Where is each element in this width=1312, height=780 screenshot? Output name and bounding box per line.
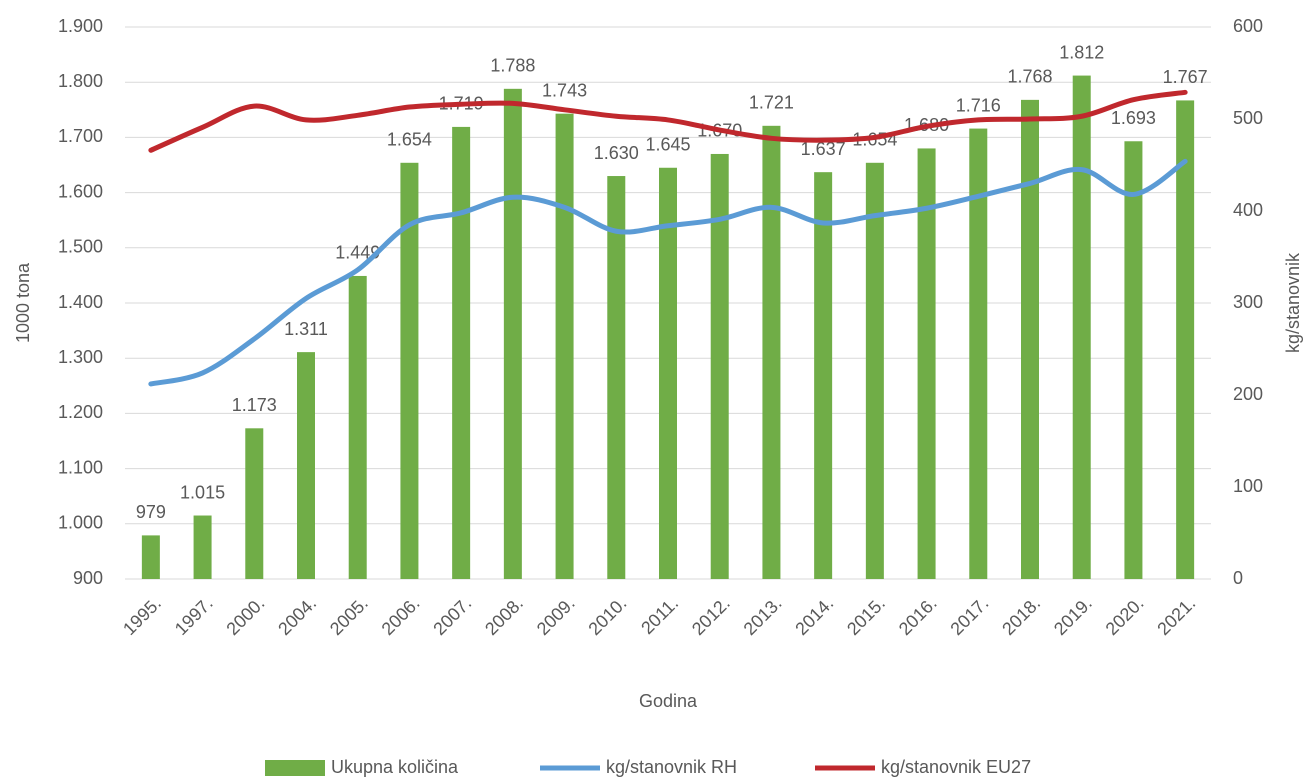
- y-tick-label: 1.200: [58, 402, 103, 422]
- y2-tick-label: 300: [1233, 292, 1263, 312]
- x-tick-label: 2017.: [946, 593, 992, 639]
- data-label: 979: [136, 502, 166, 522]
- data-label: 1.767: [1163, 67, 1208, 87]
- data-label: 1.716: [956, 95, 1001, 115]
- bar: [555, 113, 574, 579]
- bar: [1072, 75, 1091, 580]
- x-tick-label: 2014.: [791, 593, 837, 639]
- data-label: 1.630: [594, 143, 639, 163]
- y-tick-label: 1.700: [58, 126, 103, 146]
- y-tick-label: 900: [73, 568, 103, 588]
- bar: [400, 162, 419, 580]
- x-tick-label: 2016.: [895, 593, 941, 639]
- x-axis-label: Godina: [639, 691, 698, 711]
- bar: [1176, 100, 1195, 579]
- y2-tick-label: 500: [1233, 108, 1263, 128]
- legend-label: kg/stanovnik EU27: [881, 757, 1031, 777]
- x-tick-label: 2012.: [688, 593, 734, 639]
- data-label: 1.768: [1007, 67, 1052, 87]
- bar: [141, 535, 160, 579]
- y2-tick-label: 200: [1233, 384, 1263, 404]
- y-tick-label: 1.100: [58, 457, 103, 477]
- line: [148, 89, 1188, 153]
- x-tick-label: 2020.: [1102, 593, 1148, 639]
- x-tick-label: 2007.: [429, 593, 475, 639]
- bar: [917, 148, 936, 579]
- data-label: 1.311: [284, 319, 328, 339]
- bar: [245, 428, 264, 579]
- y-tick-label: 1.500: [58, 237, 103, 257]
- bar: [297, 352, 315, 579]
- data-label: 1.693: [1111, 108, 1156, 128]
- line: [148, 158, 1188, 387]
- legend-label: Ukupna količina: [331, 757, 459, 777]
- bar: [1124, 141, 1143, 580]
- x-tick-label: 2006.: [378, 593, 424, 639]
- y-tick-label: 1.900: [58, 16, 103, 36]
- bar: [814, 172, 833, 579]
- y2-tick-label: 100: [1233, 476, 1263, 496]
- x-tick-label: 1997.: [171, 593, 217, 639]
- bar: [865, 162, 884, 580]
- data-label: 1.743: [542, 80, 587, 100]
- bar: [659, 167, 677, 579]
- x-tick-label: 2015.: [843, 593, 889, 639]
- legend-swatch: [265, 760, 325, 776]
- data-label: 1.449: [335, 243, 380, 263]
- x-tick-label: 2021.: [1153, 593, 1199, 639]
- bar: [762, 125, 781, 580]
- x-tick-label: 2004.: [274, 593, 320, 639]
- x-tick-label: 2019.: [1050, 593, 1096, 639]
- y2-tick-label: 600: [1233, 16, 1263, 36]
- y-tick-label: 1.600: [58, 181, 103, 201]
- bar: [452, 126, 471, 580]
- x-tick-label: 2005.: [326, 593, 372, 639]
- data-label: 1.015: [180, 482, 225, 502]
- y-tick-label: 1.300: [58, 347, 103, 367]
- x-tick-label: 2008.: [481, 593, 527, 639]
- data-label: 1.654: [387, 130, 432, 150]
- x-tick-label: 2013.: [740, 593, 786, 639]
- bar: [969, 128, 988, 579]
- bar: [1021, 99, 1039, 579]
- data-label: 1.812: [1059, 42, 1104, 62]
- legend-label: kg/stanovnik RH: [606, 757, 737, 777]
- x-tick-label: 2018.: [998, 593, 1044, 639]
- y2-tick-label: 400: [1233, 200, 1263, 220]
- x-tick-label: 2009.: [533, 593, 579, 639]
- y-tick-label: 1.800: [58, 71, 103, 91]
- y2-axis-label: kg/stanovnik: [1283, 252, 1303, 353]
- y-tick-label: 1.400: [58, 292, 103, 312]
- bar: [348, 275, 367, 579]
- x-tick-label: 1995.: [119, 593, 165, 639]
- data-label: 1.645: [645, 135, 690, 155]
- y2-tick-label: 0: [1233, 568, 1243, 588]
- data-label: 1.173: [232, 395, 277, 415]
- y-axis-label: 1000 tona: [13, 262, 33, 343]
- bar: [503, 88, 522, 579]
- bar: [607, 176, 626, 580]
- data-label: 1.721: [749, 93, 794, 113]
- data-label: 1.788: [490, 56, 535, 76]
- x-tick-label: 2010.: [584, 593, 630, 639]
- x-tick-label: 2000.: [222, 593, 268, 639]
- data-label: 1.637: [801, 139, 846, 159]
- y-tick-label: 1.000: [58, 513, 103, 533]
- x-tick-label: 2011.: [637, 593, 682, 638]
- bar: [193, 515, 212, 579]
- bar: [710, 153, 729, 579]
